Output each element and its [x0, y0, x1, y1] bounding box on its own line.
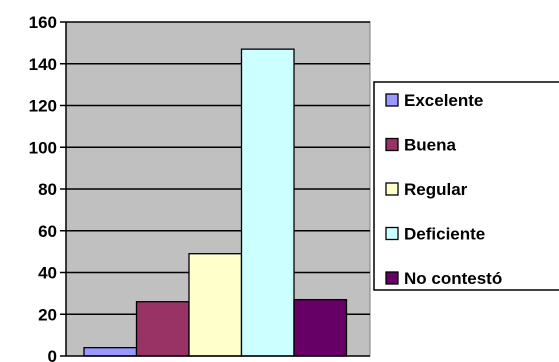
plot-area: [65, 21, 371, 357]
y-tick-label-160: 160: [29, 13, 57, 32]
legend-label-1: Buena: [404, 136, 457, 155]
legend-box: [373, 81, 559, 291]
bar-buena: [135, 301, 190, 357]
legend-label-2: Regular: [404, 180, 468, 199]
bar-regular: [188, 253, 243, 357]
legend-label-4: No contestó: [404, 269, 502, 288]
legend: Excelente Buena Regular Deficiente No contes…: [373, 81, 559, 291]
bar-deficiente: [240, 48, 295, 357]
legend-swatch-1: [385, 137, 399, 152]
bar-excelente: [83, 346, 138, 357]
legend-label-0: Excelente: [404, 91, 483, 110]
bar-no-contesto: [293, 298, 348, 357]
y-tick-label-20: 20: [38, 305, 57, 324]
y-tick-label-80: 80: [38, 180, 57, 199]
legend-swatch-0: [385, 93, 399, 107]
legend-swatch-2: [385, 182, 399, 196]
y-tick-label-0: 0: [48, 347, 57, 362]
y-tick-label-60: 60: [38, 222, 57, 241]
y-axis: 0 20 40 60 80 100 120 140 160: [29, 13, 370, 362]
legend-swatch-3: [385, 226, 399, 241]
y-tick-label-40: 40: [38, 264, 57, 283]
legend-label-3: Deficiente: [404, 225, 485, 244]
y-tick-label-100: 100: [29, 138, 57, 157]
y-tick-label-140: 140: [29, 55, 57, 74]
y-tick-label-120: 120: [29, 97, 57, 116]
legend-swatch-4: [385, 271, 399, 285]
